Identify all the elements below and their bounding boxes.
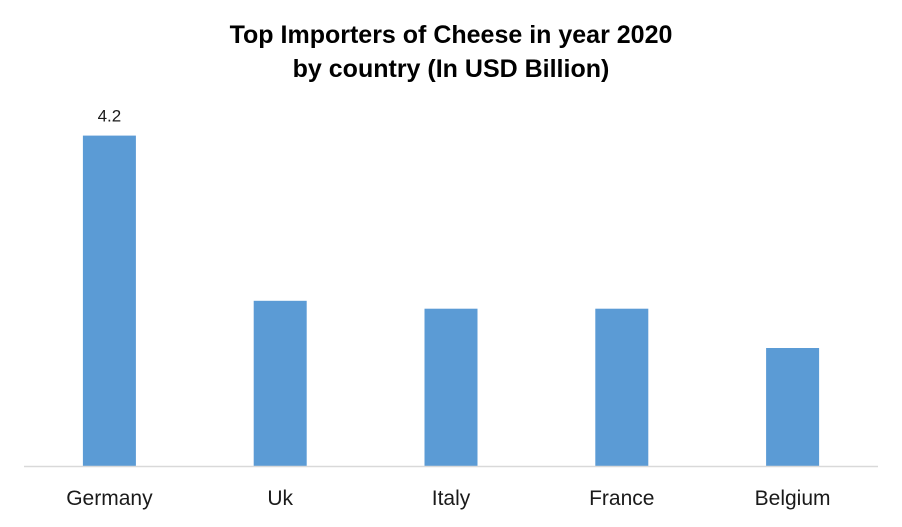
bar-germany xyxy=(82,135,136,466)
x-tick-label: Italy xyxy=(432,487,471,510)
x-tick-label: Uk xyxy=(267,487,293,510)
x-tick-label: France xyxy=(589,487,654,510)
data-label-germany: 4.2 xyxy=(98,107,122,126)
chart-subtitle-line: by country (In USD Billion) xyxy=(292,55,610,83)
x-tick-label: Belgium xyxy=(755,487,831,510)
bar-france xyxy=(595,308,649,466)
bars-group xyxy=(82,135,820,466)
x-tick-label: Germany xyxy=(66,487,153,510)
chart-title-line: Top Importers of Cheese in year 2020 xyxy=(229,21,673,49)
bar-belgium xyxy=(766,348,820,466)
bar-italy xyxy=(424,308,478,466)
bar-uk xyxy=(253,300,307,466)
labels-group: Germany 4.2 Uk Italy France Belgium xyxy=(66,107,830,510)
chart-title: Top Importers of Cheese in year 2020 by … xyxy=(0,18,902,86)
